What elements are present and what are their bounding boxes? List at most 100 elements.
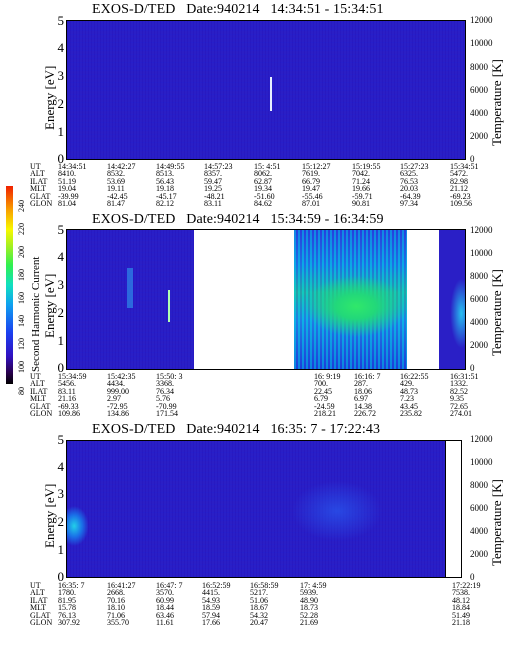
orbit-cell: 19.34 — [254, 184, 272, 194]
panel-3-y2tick: 12000 — [470, 434, 493, 444]
orbit-row-alt: ALT 8410. 8532. 8513. 8357. 8062. 7619. 7042. 63… — [30, 169, 470, 179]
orbit-cell: 14:57:23 — [204, 162, 233, 171]
panel-1-ytick: 3 — [57, 68, 65, 83]
panel-1-ytick: 1 — [57, 124, 65, 139]
panel-1-y2tick: 8000 — [470, 62, 488, 72]
orbit-cell: 307.92 — [58, 617, 80, 627]
orbit-cell: 15: 4:51 — [254, 162, 281, 171]
orbit-row-ilat: ILAT 51.19 53.69 56.43 59.47 62.87 66.79 71.24 7… — [30, 176, 470, 186]
panel-2-y2tick: 0 — [470, 363, 475, 373]
orbit-cell: 76.13 — [58, 610, 76, 620]
orbit-cell: -70.99 — [156, 401, 177, 411]
panel-2-segment-early — [67, 230, 194, 369]
orbit-cell: 7.23 — [400, 394, 414, 404]
panel-1-orbit-table: UT 14:34:51 14:42:27 14:49:55 14:57:23 15: 4:… — [30, 162, 478, 208]
panel-2-ytick: 0 — [57, 360, 65, 375]
orbit-row-ut: UT 16:35: 7 16:41:27 16:47: 7 16:52:59 16:58:… — [30, 581, 480, 590]
orbit-cell: 19.47 — [302, 184, 320, 194]
orbit-row-ut: UT 15:34:59 15:42:35 15:50: 3 16: 9:19 16:16:… — [30, 372, 478, 381]
orbit-row-ilat: ILAT 81.95 70.16 60.99 54.93 51.06 48.90 48.12 — [30, 595, 470, 605]
orbit-cell: 71.24 — [352, 176, 370, 186]
panel-1-y2tick: 4000 — [470, 108, 488, 118]
panel-3-ytick: 5 — [57, 432, 65, 447]
orbit-cell: 81.04 — [58, 198, 76, 208]
panel-2-title: EXOS-D/TED Date:940214 15:34:59 - 16:34:… — [92, 212, 384, 227]
panel-3-ytick: 0 — [57, 569, 65, 584]
orbit-cell: 22.45 — [314, 386, 332, 396]
orbit-cell: 19.11 — [107, 184, 125, 194]
orbit-row-label: UT — [30, 372, 41, 381]
panel-2-streak — [168, 290, 170, 322]
orbit-row-glat: GLAT -69.33 -72.95 -70.99 -24.59 14.38 43.45 72… — [30, 401, 470, 411]
panel-3-ytick: 1 — [57, 542, 65, 557]
panel-3-orbit-table: UT 16:35: 7 16:41:27 16:47: 7 16:52:59 16:58:… — [30, 581, 480, 627]
orbit-cell: -39.99 — [58, 191, 79, 201]
orbit-cell: 11.61 — [156, 617, 174, 627]
orbit-cell: 109.86 — [58, 408, 80, 418]
orbit-cell: 18.06 — [354, 386, 372, 396]
orbit-cell: 18.73 — [300, 603, 318, 613]
orbit-cell: 20.03 — [400, 184, 418, 194]
orbit-row-label: GLAT — [30, 191, 51, 201]
orbit-cell: 19.04 — [58, 184, 76, 194]
panel-3-ytick: 4 — [57, 459, 65, 474]
orbit-row-label: GLAT — [30, 401, 51, 411]
orbit-row-glon: GLON 81.04 81.47 82.12 83.11 84.62 87.01 90.81 9… — [30, 198, 472, 208]
orbit-cell: 18.44 — [156, 603, 174, 613]
orbit-cell: 72.65 — [450, 401, 468, 411]
panel-2-y2tick: 12000 — [470, 225, 493, 235]
orbit-row-label: UT — [30, 581, 41, 590]
orbit-cell: 15:19:55 — [352, 162, 381, 171]
orbit-row-label: ALT — [30, 379, 45, 389]
panel-1-ytick: 4 — [57, 40, 65, 55]
panel-2-ytick: 1 — [57, 333, 65, 348]
panel-3-spectrogram — [66, 440, 446, 578]
orbit-cell: 287. — [354, 379, 368, 389]
orbit-cell: -55.46 — [302, 191, 323, 201]
orbit-cell: 62.87 — [254, 176, 272, 186]
orbit-cell: 97.34 — [400, 198, 418, 208]
orbit-cell: 83.11 — [204, 198, 222, 208]
orbit-row-label: ILAT — [30, 176, 48, 186]
orbit-cell: 14:34:51 — [58, 162, 87, 171]
orbit-row-alt: ALT 1780. 2668. 3570. 4415. 5217. 5939. 7538. — [30, 588, 470, 598]
panel-1-y2tick: 2000 — [470, 131, 488, 141]
orbit-cell: 1780. — [58, 588, 76, 598]
orbit-cell: 48.90 — [300, 595, 318, 605]
orbit-cell: 17:22:19 — [452, 581, 481, 590]
orbit-cell: 83.11 — [58, 386, 76, 396]
orbit-cell: 57.94 — [202, 610, 220, 620]
panel-3-ytick: 3 — [57, 486, 65, 501]
orbit-cell: 8532. — [107, 169, 125, 179]
orbit-row-mlt: MLT 21.16 2.97 5.76 6.79 6.97 7.23 9.35 — [30, 394, 470, 404]
orbit-cell: 8513. — [156, 169, 174, 179]
orbit-cell: 15:34:51 — [450, 162, 479, 171]
orbit-cell: 5217. — [250, 588, 268, 598]
colorbar-tick: 240 — [17, 200, 26, 212]
orbit-row-label: MLT — [30, 603, 47, 613]
orbit-cell: 171.54 — [156, 408, 178, 418]
orbit-cell: 18.59 — [202, 603, 220, 613]
orbit-cell: 8062. — [254, 169, 272, 179]
orbit-cell: 19.66 — [352, 184, 370, 194]
orbit-cell: 8410. — [58, 169, 76, 179]
orbit-cell: -72.95 — [107, 401, 128, 411]
orbit-row-ut: UT 14:34:51 14:42:27 14:49:55 14:57:23 15: 4:… — [30, 162, 478, 171]
panel-1-y2tick: 12000 — [470, 15, 493, 25]
orbit-cell: 18.67 — [250, 603, 268, 613]
orbit-row-label: GLON — [30, 408, 53, 418]
colorbar-tick: 100 — [17, 361, 26, 373]
orbit-cell: -42.45 — [107, 191, 128, 201]
orbit-cell: 3368. — [156, 379, 174, 389]
orbit-row-label: MLT — [30, 394, 47, 404]
orbit-row-glon: GLON 307.92 355.70 11.61 17.66 20.47 21.69 21.1… — [30, 617, 470, 627]
colorbar-tick: 160 — [17, 292, 26, 304]
panel-3-haze — [292, 481, 382, 541]
orbit-cell: 48.12 — [452, 595, 470, 605]
orbit-cell: 66.79 — [302, 176, 320, 186]
orbit-cell: 7619. — [302, 169, 320, 179]
orbit-cell: 16:41:27 — [107, 581, 136, 590]
orbit-cell: 15:34:59 — [58, 372, 87, 381]
colorbar-tick: 220 — [17, 223, 26, 235]
panel-1-y2tick: 6000 — [470, 85, 488, 95]
